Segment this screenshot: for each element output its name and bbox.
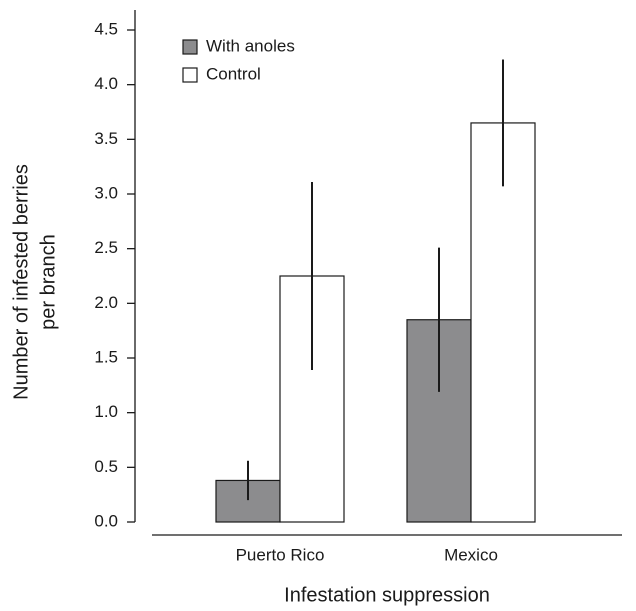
x-tick-label: Mexico	[444, 545, 498, 564]
y-tick-label: 3.0	[94, 183, 118, 202]
x-axis-title: Infestation suppression	[284, 584, 490, 606]
bar	[470, 122, 536, 523]
y-tick-label: 3.5	[94, 129, 118, 148]
legend-label: Control	[206, 64, 261, 83]
y-tick-label: 4.5	[94, 19, 118, 38]
y-tick-label: 4.0	[94, 74, 118, 93]
legend-swatch	[182, 39, 198, 55]
y-tick-label: 0.0	[94, 511, 118, 530]
y-tick-label: 0.5	[94, 457, 118, 476]
y-axis-title-line: per branch	[37, 234, 59, 330]
legend-label: With anoles	[206, 36, 295, 55]
y-tick-label: 1.5	[94, 347, 118, 366]
y-tick-label: 1.0	[94, 402, 118, 421]
x-tick-label: Puerto Rico	[236, 545, 325, 564]
y-axis-title: Number of infested berries per branch	[10, 164, 59, 400]
y-tick-label: 2.5	[94, 238, 118, 257]
legend-swatch	[182, 67, 198, 83]
y-axis-title-line: Number of infested berries	[10, 164, 32, 400]
y-tick-label: 2.0	[94, 293, 118, 312]
